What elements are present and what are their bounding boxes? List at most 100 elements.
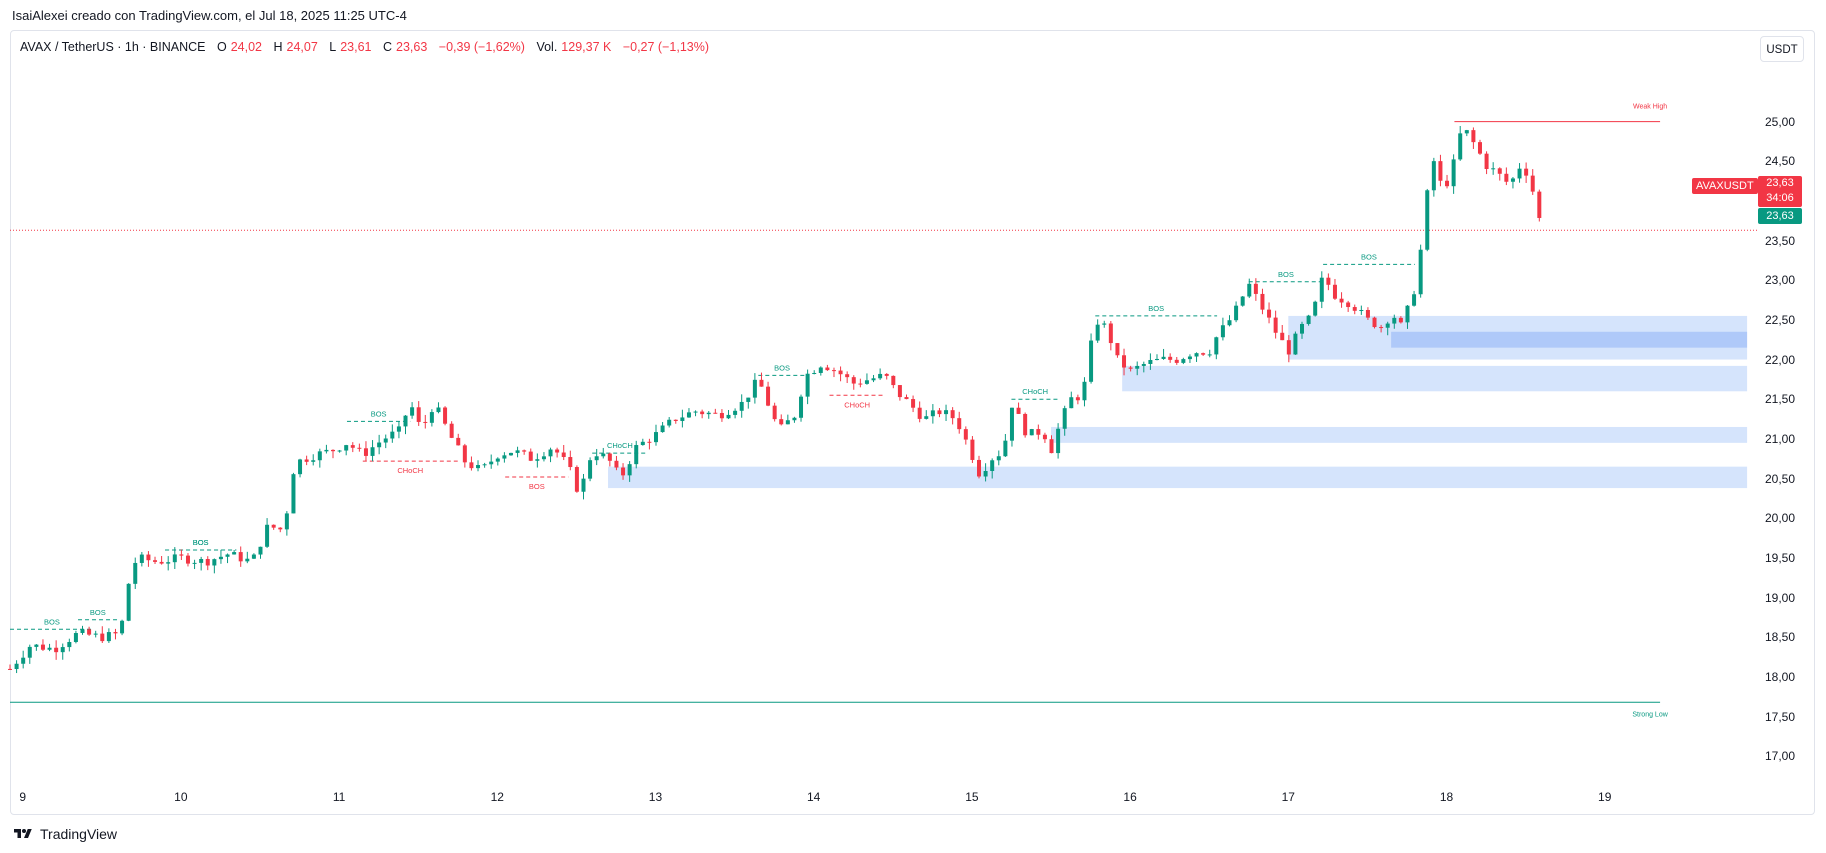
candle-body	[561, 452, 566, 458]
tradingview-logo[interactable]: TradingView	[12, 826, 117, 842]
candle-body	[317, 451, 322, 461]
candle-body	[1009, 407, 1014, 441]
candle-body	[1477, 142, 1482, 154]
legend-high-label: H	[273, 40, 283, 54]
candle-body	[1267, 309, 1272, 318]
candle-body	[700, 411, 705, 415]
candle-body	[410, 407, 415, 416]
candle-body	[390, 431, 395, 439]
candle-body	[614, 460, 619, 468]
candle-body	[34, 644, 39, 647]
time-axis[interactable]: 9 10 11 12 13 14 15 16 17 18 19	[10, 788, 1755, 808]
candle-body	[831, 370, 836, 372]
candle-body	[924, 416, 929, 419]
candle-body	[845, 374, 850, 378]
candle-body	[1115, 343, 1120, 356]
candle-body	[47, 647, 52, 650]
candle-body	[87, 629, 92, 635]
candle-body	[436, 407, 441, 413]
candle-body	[1504, 173, 1509, 182]
structure-label: BOS	[529, 482, 545, 491]
legend-volume-change: −0,27 (−1,13%)	[622, 40, 709, 54]
candle-body	[871, 378, 876, 381]
time-tick: 10	[174, 790, 188, 804]
candle-body	[594, 456, 599, 461]
candle-body	[271, 524, 276, 528]
price-tick: 18,00	[1765, 669, 1796, 684]
candle-body	[1326, 277, 1331, 285]
candle-body	[1359, 309, 1364, 311]
candle-body	[1036, 429, 1041, 435]
bar-countdown: 34:06	[1766, 192, 1794, 204]
candle-body	[133, 562, 138, 584]
candle-body	[996, 456, 1001, 461]
legend-symbol[interactable]: AVAX / TetherUS · 1h · BINANCE	[20, 40, 206, 54]
candle-body	[548, 449, 553, 457]
candle-body	[574, 467, 579, 492]
candle-body	[851, 377, 856, 384]
candle-body	[1122, 355, 1127, 368]
structure-label: CHoCH	[607, 441, 633, 450]
candle-body	[126, 583, 131, 621]
candle-body	[370, 447, 375, 456]
candle-body	[805, 373, 810, 397]
candle-body	[278, 527, 283, 530]
price-tick: 24,50	[1765, 154, 1796, 169]
time-tick: 13	[648, 790, 663, 804]
time-tick: 14	[806, 790, 821, 804]
structure-label: CHoCH	[844, 400, 870, 409]
candle-body	[265, 524, 270, 547]
price-tick: 19,00	[1765, 590, 1796, 605]
structure-label: BOS	[774, 363, 790, 372]
candle-body	[1273, 317, 1278, 333]
candle-body	[363, 448, 368, 456]
legend-open: 24,02	[230, 40, 262, 54]
candle-body	[1484, 153, 1489, 169]
candle-body	[1306, 315, 1311, 324]
candle-body	[60, 647, 65, 653]
time-tick: 18	[1439, 790, 1454, 804]
currency-button[interactable]: USDT	[1760, 36, 1804, 62]
candle-body	[1214, 337, 1219, 355]
candle-body	[799, 396, 804, 418]
candle-body	[1491, 168, 1496, 170]
candle-body	[8, 668, 12, 670]
candle-body	[930, 410, 935, 417]
candle-body	[1128, 367, 1133, 369]
price-axis[interactable]: 25,0024,5024,0023,5023,0022,5022,0021,50…	[1757, 70, 1815, 780]
legend-low: 23,61	[340, 40, 372, 54]
candle-body	[779, 419, 784, 425]
candle-body	[1154, 358, 1159, 361]
price-tick: 22,00	[1765, 352, 1796, 367]
candle-body	[897, 385, 902, 398]
candle-body	[469, 462, 474, 469]
time-tick: 11	[332, 790, 346, 804]
candle-body	[1346, 302, 1351, 308]
candle-body	[1029, 429, 1034, 436]
candle-body	[146, 554, 151, 561]
candle-body	[1418, 249, 1423, 295]
candle-body	[812, 372, 817, 374]
candle-body	[555, 449, 560, 453]
order-block-zone	[1050, 426, 1748, 443]
candle-body	[673, 419, 678, 421]
candle-body	[970, 439, 975, 460]
price-tick: 21,50	[1765, 392, 1796, 407]
candle-body	[568, 457, 573, 468]
candle-body	[337, 450, 342, 452]
candle-body	[311, 460, 316, 462]
candle-body	[686, 412, 691, 418]
time-tick: 15	[965, 790, 979, 804]
candle-body	[719, 412, 724, 419]
candle-body	[752, 379, 757, 398]
candle-body	[291, 474, 296, 514]
candle-body	[601, 453, 606, 457]
candle-body	[1458, 133, 1463, 160]
chart-caption: IsaiAlexei creado con TradingView.com, e…	[12, 8, 407, 23]
candle-body	[1497, 168, 1502, 174]
candle-body	[1398, 317, 1403, 323]
candle-body	[1135, 365, 1140, 369]
time-tick: 12	[490, 790, 504, 804]
candle-body	[1280, 332, 1285, 341]
